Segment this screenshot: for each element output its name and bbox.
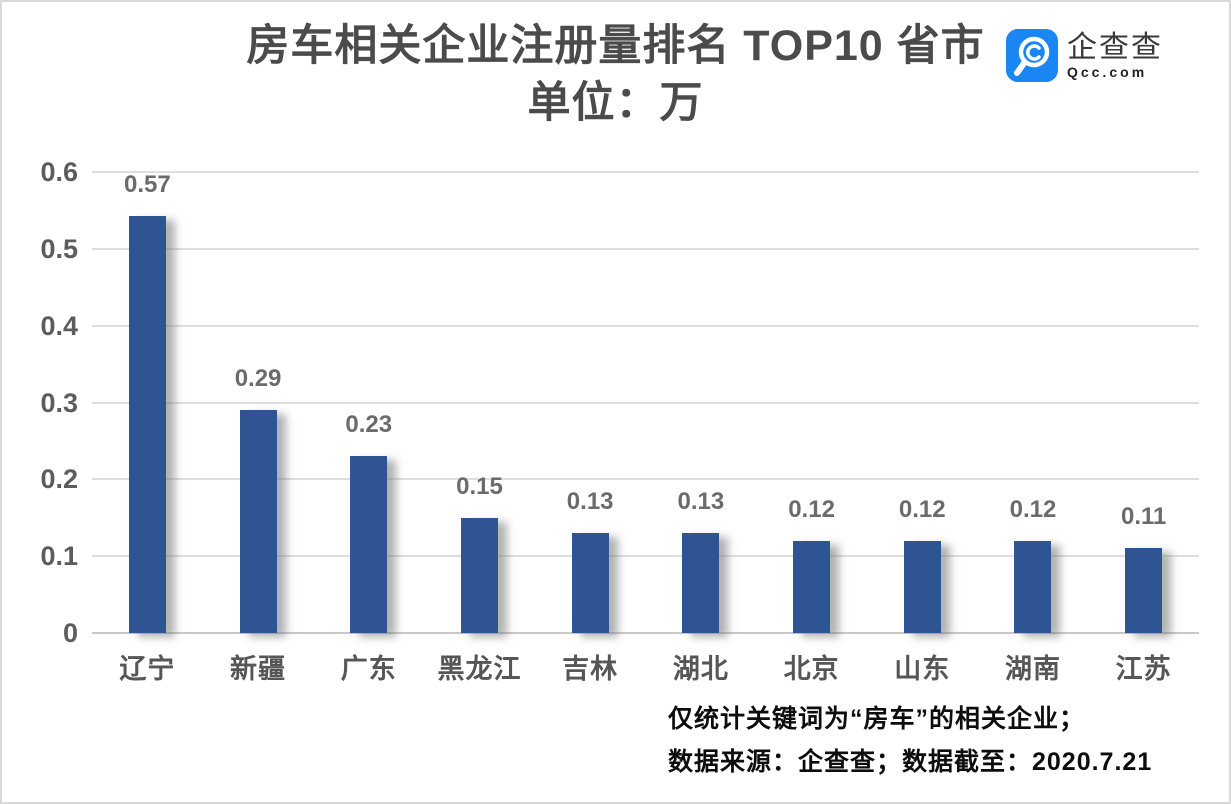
bar-column: 0.57 辽宁 xyxy=(92,171,203,685)
gridline-0.2 xyxy=(92,478,1199,481)
bar-value-label: 0.23 xyxy=(345,411,393,439)
bar-category-label: 湖南 xyxy=(1004,654,1061,684)
bar-column: 0.23 广东 xyxy=(313,172,424,684)
chart-title: 房车相关企业注册量排名 TOP10 省市 xyxy=(246,22,985,70)
bar-column: 0.11 江苏 xyxy=(1088,172,1199,684)
bar xyxy=(903,540,941,633)
chart-subtitle: 单位：万 xyxy=(527,79,704,127)
bar-category-label: 湖北 xyxy=(672,654,729,684)
bar-value-label: 0.12 xyxy=(1009,495,1057,523)
bar-value-label: 0.29 xyxy=(234,365,282,393)
gridline-0.5 xyxy=(92,247,1199,250)
bar-value-label: 0.15 xyxy=(456,472,503,500)
bar-category-label: 吉林 xyxy=(562,654,619,684)
gridline-0.1 xyxy=(92,555,1199,558)
gridline-0.4 xyxy=(92,324,1199,327)
bar-value-label: 0.13 xyxy=(677,488,725,516)
y-axis-labels: 0 0.1 0.2 0.3 0.4 0.5 0.6 xyxy=(2,157,78,648)
bar xyxy=(460,517,498,633)
qcc-logo-text: 企查查 Qcc.com xyxy=(1067,30,1163,80)
qcc-logo: 企查查 Qcc.com xyxy=(1006,29,1163,82)
bar-series: 0.57 辽宁 0.29 新疆 0.23 广东 0.15 黑龙江 0.13 吉林 0.13 湖北 0.1… xyxy=(92,171,1199,685)
y-tick-label: 0.3 xyxy=(40,387,78,418)
footnote-source: 数据来源：企查查；数据截至：2020.7.21 xyxy=(668,748,1153,776)
footnote-scope: 仅统计关键词为“房车”的相关企业； xyxy=(668,705,1086,733)
bar-category-label: 黑龙江 xyxy=(437,654,522,684)
bar-column: 0.12 北京 xyxy=(756,172,867,684)
qcc-logo-name: 企查查 xyxy=(1067,30,1163,64)
qcc-logo-domain: Qcc.com xyxy=(1067,63,1148,80)
bar-category-label: 山东 xyxy=(894,654,951,684)
y-tick-label: 0.2 xyxy=(40,464,78,495)
bar-value-label: 0.13 xyxy=(566,488,614,516)
bar xyxy=(571,533,609,633)
bar-category-label: 江苏 xyxy=(1115,654,1172,684)
y-tick-label: 0.6 xyxy=(40,157,78,187)
bar-category-label: 新疆 xyxy=(230,654,287,684)
bar-column: 0.13 湖北 xyxy=(646,172,757,684)
gridline-0.3 xyxy=(92,401,1199,404)
bar-category-label: 北京 xyxy=(783,654,840,684)
bar xyxy=(682,533,720,633)
y-tick-label: 0 xyxy=(62,618,78,648)
plot-area: 0.57 辽宁 0.29 新疆 0.23 广东 0.15 黑龙江 0.13 吉林 0.13 湖北 0.1… xyxy=(92,171,1199,685)
bar-column: 0.12 湖南 xyxy=(978,172,1089,684)
gridline-0.6 xyxy=(92,171,1199,173)
bar xyxy=(1014,540,1052,633)
bar xyxy=(793,540,831,633)
y-tick-label: 0.4 xyxy=(40,310,78,341)
bar-column: 0.13 吉林 xyxy=(535,172,646,684)
bar xyxy=(350,456,388,633)
footnotes: 仅统计关键词为“房车”的相关企业； 数据来源：企查查；数据截至：2020.7.2… xyxy=(668,698,1152,784)
bar-value-label: 0.57 xyxy=(123,171,171,198)
bar-category-label: 辽宁 xyxy=(119,654,176,684)
gridline-0 xyxy=(92,632,1199,634)
y-tick-label: 0.1 xyxy=(40,541,78,572)
bar-column: 0.29 新疆 xyxy=(203,172,314,684)
bar-column: 0.15 黑龙江 xyxy=(424,172,535,684)
bar-value-label: 0.11 xyxy=(1120,503,1167,531)
qcc-logo-icon xyxy=(1006,29,1058,82)
bar-value-label: 0.12 xyxy=(788,495,835,523)
chart-header: 房车相关企业注册量排名 TOP10 省市 单位：万 xyxy=(2,18,1229,132)
bar-value-label: 0.12 xyxy=(898,495,946,523)
bar-category-label: 广东 xyxy=(340,654,397,684)
y-tick-label: 0.5 xyxy=(40,233,78,264)
bar xyxy=(1125,548,1163,633)
bar xyxy=(239,410,277,633)
bar-column: 0.12 山东 xyxy=(867,172,978,684)
bar xyxy=(128,216,166,633)
